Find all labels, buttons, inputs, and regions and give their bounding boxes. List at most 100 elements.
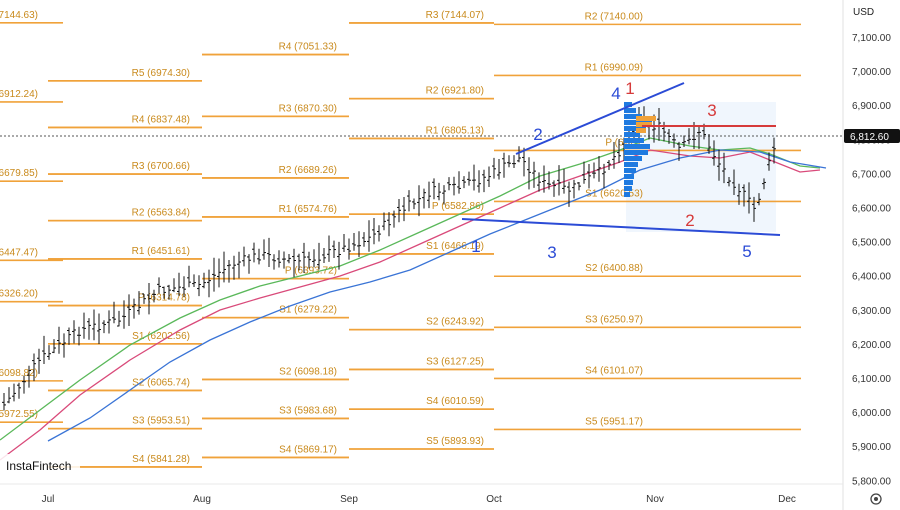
ohlc-bar bbox=[487, 166, 491, 188]
ohlc-bar bbox=[67, 327, 71, 345]
ohlc-bar bbox=[52, 339, 56, 354]
ohlc-bar bbox=[27, 365, 31, 388]
ohlc-bar bbox=[42, 335, 46, 364]
ohlc-bar bbox=[337, 241, 341, 270]
month-tick: Sep bbox=[340, 494, 358, 505]
wave-label: 2 bbox=[533, 125, 542, 144]
volume-profile-bar bbox=[624, 174, 634, 179]
ohlc-bar bbox=[597, 156, 601, 182]
pivot-label: 6912.24) bbox=[0, 89, 38, 100]
ohlc-bar bbox=[372, 217, 376, 245]
ohlc-bar bbox=[187, 265, 191, 288]
ohlc-bar bbox=[442, 185, 446, 205]
volume-profile-value-bar bbox=[636, 128, 646, 133]
pivot-label: 6326.20) bbox=[0, 289, 38, 300]
brand-logo: InstaFintech bbox=[6, 459, 71, 473]
ohlc-bar bbox=[117, 310, 121, 327]
ohlc-bar bbox=[407, 190, 411, 212]
pivot-label: R3 (6870.30) bbox=[279, 103, 337, 114]
ohlc-bar bbox=[207, 269, 211, 298]
currency-label: USD bbox=[853, 7, 874, 18]
ohlc-bar bbox=[752, 196, 756, 222]
ohlc-bar bbox=[432, 178, 436, 200]
pivot-label: S2 (6098.18) bbox=[279, 366, 337, 377]
pivot-label: P (6582.86) bbox=[432, 201, 484, 212]
pivot-label: S3 (5983.68) bbox=[279, 405, 337, 416]
pivot-label: R2 (6921.80) bbox=[426, 86, 484, 97]
ohlc-bar bbox=[377, 225, 381, 242]
ohlc-bar bbox=[257, 248, 261, 265]
pivot-label: S1 (6279.22) bbox=[279, 305, 337, 316]
pivot-label: 7144.63) bbox=[0, 10, 38, 21]
ohlc-bar bbox=[697, 126, 701, 150]
ohlc-bar bbox=[682, 135, 686, 148]
ohlc-bar bbox=[657, 108, 661, 141]
pivot-label: S5 (5893.93) bbox=[426, 436, 484, 447]
ohlc-bar bbox=[667, 128, 671, 144]
pivot-label: R2 (7140.00) bbox=[585, 11, 643, 22]
price-tick: 6,700.00 bbox=[852, 169, 891, 180]
pivot-label: S3 (6250.97) bbox=[585, 314, 643, 325]
ohlc-bar bbox=[402, 196, 406, 222]
volume-profile-bar bbox=[624, 114, 642, 119]
ohlc-bar bbox=[382, 212, 386, 231]
volume-profile-bar bbox=[624, 186, 632, 191]
pivot-label: S3 (5953.51) bbox=[132, 416, 190, 427]
ohlc-bar bbox=[232, 255, 236, 280]
month-tick: Oct bbox=[486, 494, 502, 505]
ohlc-bar bbox=[457, 171, 461, 194]
volume-profile-bar bbox=[624, 126, 646, 131]
ohlc-bar bbox=[412, 198, 416, 210]
ohlc-bar bbox=[212, 257, 216, 292]
volume-profile-bar bbox=[624, 102, 632, 107]
ohlc-bar bbox=[77, 326, 81, 346]
ohlc-bar bbox=[592, 162, 596, 179]
gear-icon[interactable] bbox=[870, 493, 882, 505]
ohlc-bar bbox=[552, 180, 556, 197]
pivot-label: R1 (6990.09) bbox=[585, 62, 643, 73]
ohlc-bar bbox=[737, 183, 741, 205]
ohlc-bar bbox=[192, 274, 196, 288]
ohlc-bar bbox=[272, 254, 276, 270]
ohlc-bar bbox=[12, 383, 16, 402]
ohlc-bar bbox=[312, 249, 316, 268]
price-tick: 5,900.00 bbox=[852, 442, 891, 453]
wave-label: 4 bbox=[611, 84, 620, 103]
wave-label: 5 bbox=[742, 242, 751, 261]
ohlc-bar bbox=[762, 178, 766, 190]
ma-fast-line bbox=[0, 137, 821, 441]
ohlc-bar bbox=[262, 239, 266, 260]
volume-profile-bar bbox=[624, 144, 650, 149]
ohlc-bar bbox=[22, 375, 26, 394]
ohlc-bar bbox=[152, 289, 156, 303]
upper-trendline bbox=[515, 82, 685, 155]
price-tick: 6,400.00 bbox=[852, 272, 891, 283]
ohlc-bar bbox=[417, 185, 421, 217]
ohlc-bar bbox=[532, 161, 536, 188]
pivot-label: R1 (6574.76) bbox=[279, 204, 337, 215]
pivot-label: 6447.47) bbox=[0, 247, 38, 258]
ohlc-bar bbox=[32, 353, 36, 382]
ohlc-bar bbox=[112, 301, 116, 324]
price-tick: 7,100.00 bbox=[852, 33, 891, 44]
ohlc-bar bbox=[302, 242, 306, 273]
volume-profile-bar bbox=[624, 108, 636, 113]
ohlc-bar bbox=[397, 198, 401, 223]
ohlc-bar bbox=[392, 210, 396, 228]
ohlc-bar bbox=[87, 318, 91, 340]
ohlc-bar bbox=[722, 152, 726, 184]
pivot-label: 6679.85) bbox=[0, 168, 38, 179]
ohlc-bar bbox=[607, 159, 611, 170]
ohlc-bar bbox=[247, 254, 251, 274]
ohlc-bar bbox=[162, 286, 166, 299]
current-price-tag bbox=[844, 129, 900, 143]
pivot-label: S4 (5869.17) bbox=[279, 444, 337, 455]
ohlc-bar bbox=[292, 248, 296, 278]
ohlc-bar bbox=[252, 242, 256, 263]
ohlc-bar bbox=[142, 293, 146, 304]
month-tick: Nov bbox=[646, 494, 664, 505]
ohlc-bar bbox=[717, 149, 721, 181]
ohlc-bar bbox=[332, 240, 336, 259]
